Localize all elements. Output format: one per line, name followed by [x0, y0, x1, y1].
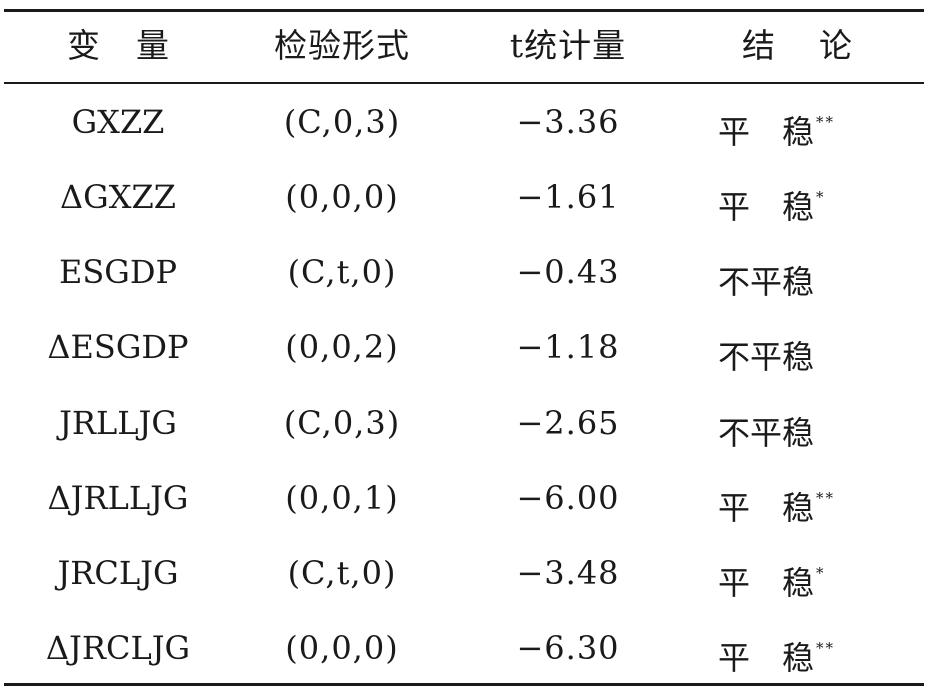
- significance-stars: **: [816, 113, 836, 131]
- conclusion-text: 平 稳: [718, 489, 815, 527]
- conclusion-cell: 平 稳 *: [718, 553, 918, 602]
- test-form-cell: (0,0,2): [285, 328, 399, 366]
- table-row: ΔESGDP (0,0,2) −1.18 不平稳: [0, 327, 928, 376]
- conclusion-cell: 平 稳 **: [718, 102, 918, 151]
- top-rule: [4, 9, 924, 12]
- header-rule: [4, 82, 924, 84]
- t-statistic-cell: −2.65: [516, 404, 620, 442]
- variable-cell: ΔJRCLJG: [45, 629, 191, 667]
- conclusion-text: 平 稳: [718, 188, 815, 226]
- t-statistic-cell: −3.48: [516, 554, 620, 592]
- test-form-cell: (C,0,3): [283, 103, 401, 141]
- variable-cell: GXZZ: [71, 103, 165, 141]
- table-row: ΔJRCLJG (0,0,0) −6.30 平 稳 **: [0, 628, 928, 677]
- t-statistic-cell: −6.30: [516, 629, 620, 667]
- header-variable: 变量: [67, 26, 205, 65]
- conclusion-cell: 平 稳 **: [718, 628, 918, 677]
- conclusion-cell: 不平稳: [718, 403, 918, 452]
- test-form-cell: (C,t,0): [287, 253, 397, 291]
- significance-stars: **: [816, 489, 836, 507]
- table-row: ΔJRLLJG (0,0,1) −6.00 平 稳 **: [0, 478, 928, 527]
- variable-cell: ESGDP: [58, 253, 178, 291]
- variable-cell: JRLLJG: [59, 404, 177, 442]
- variable-cell: ΔGXZZ: [60, 178, 176, 216]
- test-form-cell: (C,t,0): [287, 554, 397, 592]
- conclusion-cell: 不平稳: [718, 327, 918, 376]
- conclusion-text: 平 稳: [718, 639, 815, 677]
- t-statistic-cell: −0.43: [516, 253, 620, 291]
- conclusion-text: 平 稳: [718, 564, 815, 602]
- header-row: 变量 检验形式 t统计量 结论: [0, 26, 928, 66]
- test-form-cell: (0,0,1): [285, 479, 399, 517]
- header-test-form: 检验形式: [274, 26, 410, 65]
- conclusion-cell: 不平稳: [718, 252, 918, 301]
- conclusion-text: 平 稳: [718, 113, 815, 151]
- conclusion-cell: 平 稳 *: [718, 177, 918, 226]
- table-row: ESGDP (C,t,0) −0.43 不平稳: [0, 252, 928, 301]
- test-form-cell: (C,0,3): [283, 404, 401, 442]
- table-row: JRCLJG (C,t,0) −3.48 平 稳 *: [0, 553, 928, 602]
- conclusion-text: 不平稳: [718, 263, 815, 301]
- table-row: JRLLJG (C,0,3) −2.65 不平稳: [0, 403, 928, 452]
- t-statistic-cell: −3.36: [516, 103, 620, 141]
- conclusion-text: 不平稳: [718, 414, 815, 452]
- t-statistic-cell: −1.18: [516, 328, 620, 366]
- t-statistic-cell: −1.61: [516, 178, 620, 216]
- conclusion-text: 不平稳: [718, 338, 815, 376]
- table-row: GXZZ (C,0,3) −3.36 平 稳 **: [0, 102, 928, 151]
- bottom-rule: [4, 683, 924, 686]
- table-row: ΔGXZZ (0,0,0) −1.61 平 稳 *: [0, 177, 928, 226]
- variable-cell: ΔJRLLJG: [47, 479, 189, 517]
- t-statistic-cell: −6.00: [516, 479, 620, 517]
- significance-stars: *: [816, 188, 826, 206]
- test-form-cell: (0,0,0): [285, 629, 399, 667]
- significance-stars: **: [816, 639, 836, 657]
- significance-stars: *: [816, 564, 826, 582]
- variable-cell: JRCLJG: [57, 554, 179, 592]
- conclusion-cell: 平 稳 **: [718, 478, 918, 527]
- header-t-statistic: t统计量: [509, 26, 627, 65]
- header-conclusion: 结论: [742, 26, 896, 65]
- test-form-cell: (0,0,0): [285, 178, 399, 216]
- variable-cell: ΔESGDP: [47, 328, 189, 366]
